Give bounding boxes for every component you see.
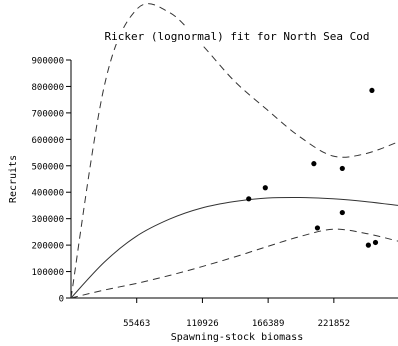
y-ticks: 0 100000 200000 300000 400000 500000 600000 700… (31, 57, 71, 305)
observation-point (339, 209, 345, 216)
y-tick-label: 200000 (31, 242, 64, 252)
upper-band-line (71, 3, 398, 298)
lower-band-line (71, 228, 398, 298)
curves (71, 3, 398, 298)
observed-points (246, 87, 379, 248)
y-tick-label: 300000 (31, 215, 64, 225)
y-axis-label: Recruits (8, 155, 19, 203)
observation-point (339, 165, 345, 172)
fit-line (71, 196, 398, 298)
x-tick-label: 166389 (252, 319, 285, 329)
observation-point (314, 225, 321, 231)
y-tick-label: 500000 (31, 162, 64, 172)
chart-title: Ricker (lognormal) fit for North Sea Cod (105, 30, 370, 43)
x-tick-label: 221852 (318, 319, 351, 329)
y-tick-label: 100000 (31, 268, 64, 278)
x-axis-label: Spawning-stock biomass (171, 332, 303, 343)
observation-point (369, 87, 375, 94)
y-tick-label: 800000 (31, 83, 64, 93)
observation-point (372, 239, 379, 246)
title-backdrop (106, 28, 368, 44)
y-tick-label: 700000 (31, 109, 64, 119)
x-ticks: 55463 110926 166389 221852 (123, 298, 350, 329)
observation-point (365, 242, 371, 248)
y-tick-label: 0 (59, 295, 64, 305)
y-tick-label: 900000 (31, 57, 64, 67)
observation-point (311, 161, 317, 167)
observation-point (262, 185, 268, 191)
x-tick-label: 110926 (186, 319, 219, 329)
x-tick-label: 55463 (123, 319, 150, 329)
y-tick-label: 400000 (31, 189, 64, 199)
y-tick-label: 600000 (31, 136, 64, 146)
observation-point (246, 196, 252, 202)
